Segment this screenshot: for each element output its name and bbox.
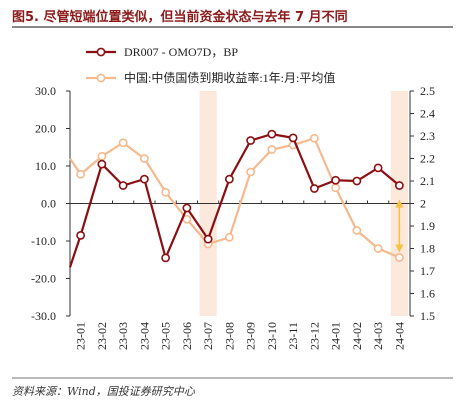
arrow-head-down <box>395 244 404 253</box>
point-yield <box>224 232 234 242</box>
x-tick-label: 23-07 <box>201 322 215 350</box>
y-left-tick-label: 30.0 <box>35 84 56 98</box>
point-yield <box>97 151 107 161</box>
y-left-tick-label: -30.0 <box>31 309 56 323</box>
annotation <box>395 199 404 253</box>
y-right-tick-label: 2.5 <box>420 84 435 98</box>
y-right-tick-label: 2.2 <box>420 152 435 166</box>
point-dr007 <box>331 175 341 185</box>
legend-swatch-marker <box>96 73 106 83</box>
x-tick-label: 23-01 <box>74 322 88 350</box>
point-yield <box>161 187 171 197</box>
series-line-yield <box>69 136 400 259</box>
y-left-tick-label: 10.0 <box>35 159 56 173</box>
y-right-tick-label: 2 <box>420 197 426 211</box>
x-tick-label: 23-02 <box>95 322 109 350</box>
series-group <box>68 129 404 268</box>
point-yield <box>76 169 86 179</box>
legend-label: DR007 - OMO7D，BP <box>124 45 238 59</box>
x-tick-label: 23-11 <box>286 322 300 350</box>
figure-title: 图5. 尽管短端位置类似，但当前资金状态与去年 7 月不同 <box>12 10 348 25</box>
point-dr007 <box>267 129 277 139</box>
y-left-tick-label: 0.0 <box>41 197 56 211</box>
point-dr007 <box>118 181 128 190</box>
x-tick-label: 23-05 <box>159 322 173 350</box>
legend: DR007 - OMO7D，BP 中国:中债国债到期收益率:1年:月:平均值 <box>86 45 335 85</box>
point-yield <box>394 253 404 262</box>
y-right-tick-label: 1.6 <box>420 287 435 301</box>
legend-label: 中国:中债国债到期收益率:1年:月:平均值 <box>124 70 335 85</box>
point-dr007 <box>224 174 234 184</box>
x-tick-label: 23-03 <box>116 322 130 350</box>
point-dr007 <box>76 230 86 240</box>
point-dr007 <box>246 136 256 145</box>
y-right-tick-label: 1.7 <box>420 264 435 278</box>
series-line-dr007 <box>68 132 401 268</box>
y-right-tick-label: 2.1 <box>420 174 435 188</box>
point-yield <box>309 133 319 143</box>
x-tick-label: 23-09 <box>244 322 258 350</box>
x-tick-label: 24-04 <box>392 322 406 350</box>
point-dr007 <box>288 133 298 143</box>
x-tick-label: 23-12 <box>307 322 321 350</box>
point-dr007 <box>97 159 107 169</box>
point-dr007 <box>139 174 149 184</box>
point-yield <box>182 214 192 224</box>
y-left-tick-label: 20.0 <box>35 122 56 136</box>
point-yield <box>246 167 256 177</box>
point-yield <box>139 154 149 163</box>
point-dr007 <box>373 163 383 173</box>
point-dr007 <box>182 203 192 213</box>
source-note: 资料来源：Wind，国投证券研究中心 <box>12 385 195 398</box>
arrow-head-up <box>395 199 404 208</box>
x-tick-label: 23-08 <box>222 322 236 350</box>
y-right-tick-label: 2.3 <box>420 129 435 143</box>
x-tick-label: 23-10 <box>265 322 279 350</box>
x-tick-label: 24-03 <box>371 322 385 350</box>
point-yield <box>373 244 383 253</box>
y-right-tick-label: 1.9 <box>420 219 435 233</box>
axes: 30.0 20.0 10.0 0.0 -10.0 -20.0 -30.0 2.5 2.4 2.3 2… <box>31 84 435 350</box>
point-yield <box>331 183 341 193</box>
point-yield <box>267 145 277 154</box>
x-tick-label: 23-04 <box>137 322 151 350</box>
point-dr007 <box>203 234 213 244</box>
y-right-tick-label: 1.8 <box>420 242 435 256</box>
y-right-tick-label: 2.4 <box>420 107 435 121</box>
legend-swatch-marker <box>96 47 106 57</box>
y-right-tick-label: 1.5 <box>420 309 435 323</box>
point-dr007 <box>352 176 362 186</box>
y-left-tick-label: -20.0 <box>31 272 56 286</box>
x-tick-label: 23-06 <box>180 322 194 350</box>
point-dr007 <box>309 184 319 193</box>
point-dr007 <box>161 253 171 263</box>
point-yield <box>118 138 128 148</box>
point-dr007 <box>394 181 404 190</box>
y-left-tick-label: -10.0 <box>31 234 56 248</box>
x-tick-label: 24-02 <box>350 322 364 350</box>
x-tick-label: 24-01 <box>329 322 343 350</box>
point-yield <box>352 226 362 235</box>
